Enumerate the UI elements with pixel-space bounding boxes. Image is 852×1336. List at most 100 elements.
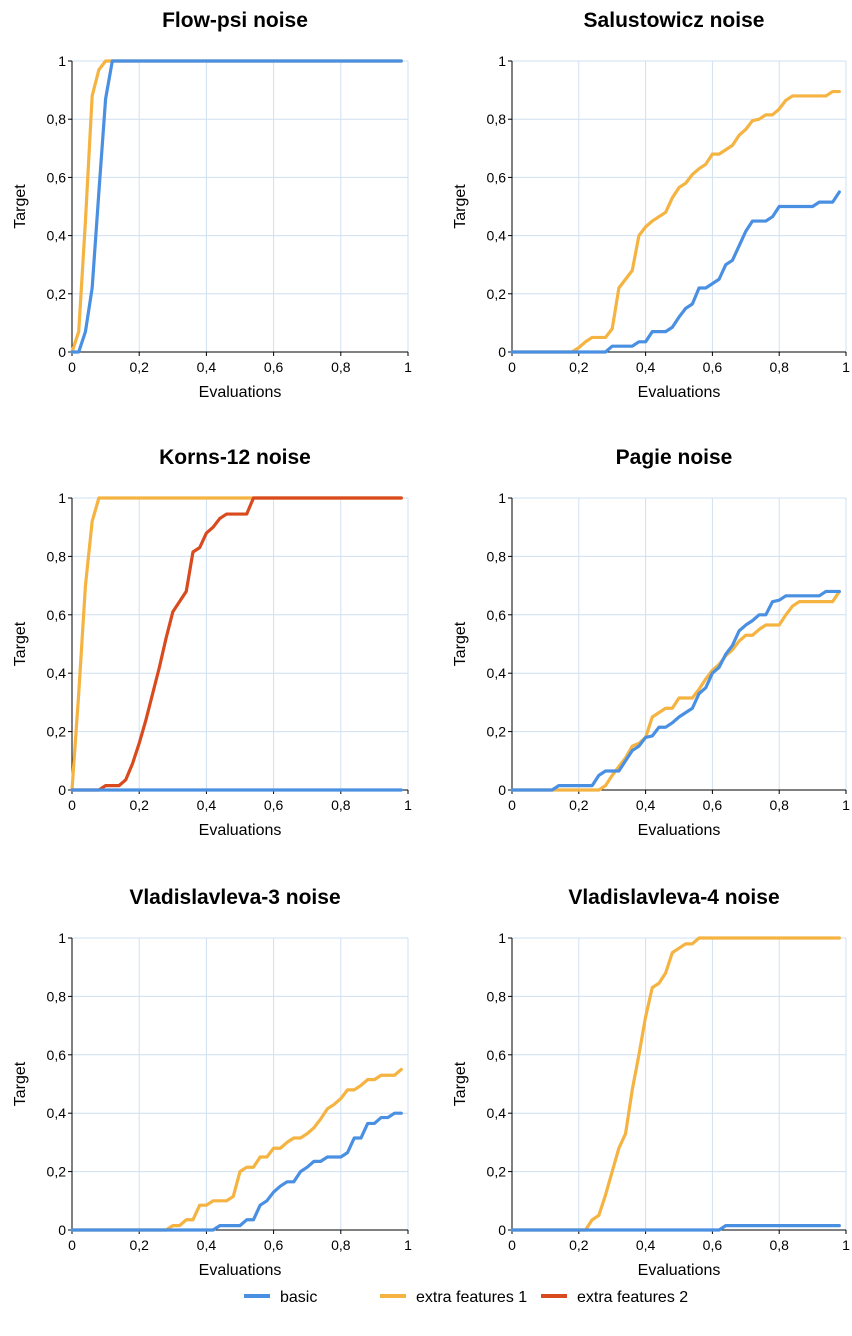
- x-tick-label: 0,6: [703, 797, 723, 813]
- y-tick-label: 0,4: [47, 665, 67, 681]
- x-tick-label: 0: [508, 797, 516, 813]
- y-tick-label: 0: [58, 782, 66, 798]
- x-tick-label: 1: [842, 359, 850, 375]
- x-tick-label: 0,6: [264, 797, 284, 813]
- x-tick-label: 0,2: [569, 1237, 589, 1253]
- x-tick-label: 0,8: [769, 359, 789, 375]
- series-line-basic: [510, 190, 841, 354]
- chart-title: Korns-12 noise: [159, 446, 311, 469]
- x-tick-label: 0,2: [129, 359, 149, 375]
- x-tick-label: 0,6: [703, 1237, 723, 1253]
- y-tick-label: 0,6: [487, 1047, 507, 1063]
- y-axis-label: Target: [12, 1061, 29, 1106]
- x-tick-label: 0,2: [569, 359, 589, 375]
- x-tick-label: 0: [68, 1237, 76, 1253]
- y-tick-label: 0,2: [487, 286, 507, 302]
- y-tick-label: 0,2: [47, 724, 67, 740]
- x-tick-label: 1: [404, 1237, 412, 1253]
- chart-title: Flow-psi noise: [162, 9, 308, 32]
- x-axis-label: Evaluations: [638, 822, 721, 839]
- series-line-extra-features-2: [70, 496, 403, 792]
- y-tick-label: 0,2: [47, 1164, 67, 1180]
- chart-panel-1: Flow-psi noise 0 0,2 0,4 0,6 0,8 1 0 0,2 0,4 0,6 0,…: [12, 9, 412, 401]
- x-tick-label: 0: [68, 359, 76, 375]
- y-tick-label: 0,8: [47, 111, 67, 127]
- x-tick-label: 1: [842, 797, 850, 813]
- legend-label: extra features 2: [577, 1289, 688, 1306]
- y-tick-label: 0,6: [47, 1047, 67, 1063]
- x-axis-label: Evaluations: [638, 1262, 721, 1279]
- series-line-extra-features-1: [70, 1067, 403, 1232]
- x-tick-label: 0,4: [197, 1237, 217, 1253]
- chart-title: Vladislavleva-4 noise: [568, 886, 779, 909]
- x-tick-label: 0,8: [331, 797, 351, 813]
- chart-title: Salustowicz noise: [584, 9, 765, 32]
- legend-label: extra features 1: [416, 1289, 527, 1306]
- x-tick-label: 1: [404, 797, 412, 813]
- x-tick-label: 0: [68, 797, 76, 813]
- x-tick-label: 0,2: [569, 797, 589, 813]
- x-tick-label: 0,6: [703, 359, 723, 375]
- x-tick-label: 0,4: [636, 1237, 656, 1253]
- y-tick-label: 0: [498, 344, 506, 360]
- legend: basic extra features 1 extra features 2: [244, 1289, 688, 1306]
- y-tick-label: 0,6: [47, 607, 67, 623]
- x-tick-label: 0,4: [197, 359, 217, 375]
- y-tick-label: 1: [58, 53, 66, 69]
- x-tick-label: 0,2: [129, 1237, 149, 1253]
- x-tick-label: 0,6: [264, 1237, 284, 1253]
- chart-panel-3: Korns-12 noise 0 0,2 0,4 0,6 0,8 1 0 0,2 0,4 0,6 0,…: [12, 446, 412, 839]
- y-tick-label: 0,8: [487, 548, 507, 564]
- y-tick-label: 0,8: [47, 548, 67, 564]
- y-axis-label: Target: [452, 184, 469, 229]
- y-tick-label: 0,4: [47, 228, 67, 244]
- y-axis-label: Target: [452, 621, 469, 666]
- y-tick-label: 1: [498, 930, 506, 946]
- y-tick-label: 1: [58, 490, 66, 506]
- y-tick-label: 0: [498, 1222, 506, 1238]
- series-line-basic: [70, 1111, 403, 1232]
- legend-item: extra features 1: [380, 1289, 527, 1306]
- chart-panel-6: Vladislavleva-4 noise 0 0,2 0,4 0,6 0,8 1 0 0,2 0…: [452, 886, 850, 1279]
- y-axis-label: Target: [12, 184, 29, 229]
- y-tick-label: 0,6: [487, 607, 507, 623]
- y-tick-label: 0: [58, 344, 66, 360]
- x-tick-label: 1: [842, 1237, 850, 1253]
- y-axis-label: Target: [12, 621, 29, 666]
- x-axis-label: Evaluations: [199, 822, 282, 839]
- y-tick-label: 0,8: [47, 988, 67, 1004]
- chart-panel-2: Salustowicz noise 0 0,2 0,4 0,6 0,8 1 0 0,2 0,4 0,…: [452, 9, 850, 401]
- series-line-basic: [510, 589, 841, 792]
- x-axis-label: Evaluations: [199, 1262, 282, 1279]
- x-tick-label: 0,4: [197, 797, 217, 813]
- series-line-extra-features-1: [510, 89, 841, 354]
- y-tick-label: 1: [498, 490, 506, 506]
- x-tick-label: 0: [508, 359, 516, 375]
- x-axis-label: Evaluations: [199, 384, 282, 401]
- series-line-basic: [70, 59, 403, 354]
- x-tick-label: 0: [508, 1237, 516, 1253]
- y-tick-label: 0,6: [47, 169, 67, 185]
- legend-label: basic: [280, 1289, 317, 1306]
- x-axis-label: Evaluations: [638, 384, 721, 401]
- y-tick-label: 0,8: [487, 111, 507, 127]
- y-tick-label: 0,8: [487, 988, 507, 1004]
- chart-title: Vladislavleva-3 noise: [129, 886, 340, 909]
- y-tick-label: 1: [58, 930, 66, 946]
- series-line-extra-features-1: [510, 589, 841, 792]
- y-tick-label: 0,4: [487, 665, 507, 681]
- legend-item: basic: [244, 1289, 317, 1306]
- x-tick-label: 0,8: [331, 1237, 351, 1253]
- x-tick-label: 0,4: [636, 359, 656, 375]
- x-tick-label: 0,8: [331, 359, 351, 375]
- y-tick-label: 0,2: [487, 1164, 507, 1180]
- y-tick-label: 1: [498, 53, 506, 69]
- chart-title: Pagie noise: [616, 446, 733, 469]
- series-line-basic: [510, 1224, 841, 1232]
- x-tick-label: 0,2: [129, 797, 149, 813]
- chart-panel-4: Pagie noise 0 0,2 0,4 0,6 0,8 1 0 0,2 0,4 0,6 0,8 1 E…: [452, 446, 850, 839]
- x-tick-label: 0,8: [769, 797, 789, 813]
- series-line-extra-features-1: [510, 936, 841, 1232]
- x-tick-label: 0,4: [636, 797, 656, 813]
- x-tick-label: 0,8: [769, 1237, 789, 1253]
